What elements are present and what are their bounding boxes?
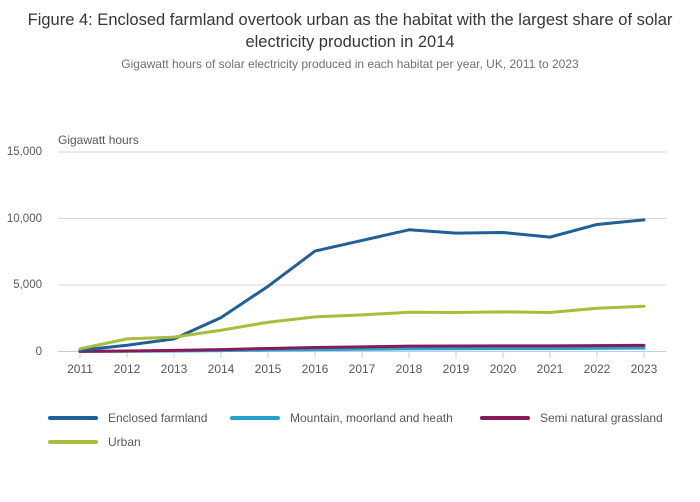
x-axis-tick-label: 2012 [113, 362, 141, 376]
legend-label: Semi natural grassland [540, 411, 663, 425]
legend-item-semi-natural-grassland: Semi natural grassland [480, 411, 663, 425]
y-axis-tick-label: 0 [35, 345, 42, 358]
x-axis-tick-label: 2023 [630, 362, 658, 376]
x-axis-tick-label: 2021 [536, 362, 564, 376]
legend-swatch-enclosed-farmland [48, 416, 98, 420]
y-axis-tick-label: 5,000 [13, 279, 42, 291]
series-line-urban [78, 304, 646, 351]
x-axis-tick-label: 2022 [583, 362, 611, 376]
legend-swatch-semi-natural-grassland [480, 416, 530, 420]
legend-swatch-urban [48, 440, 98, 444]
legend-item-mountain-moorland-and-heath: Mountain, moorland and heath [230, 411, 453, 425]
x-axis-tick-label: 2019 [442, 362, 470, 376]
legend-item-urban: Urban [48, 435, 141, 449]
x-axis-tick-label: 2014 [207, 362, 235, 376]
legend-label: Enclosed farmland [108, 411, 208, 425]
x-axis-tick-label: 2017 [348, 362, 376, 376]
x-axis-tick-label: 2018 [395, 362, 423, 376]
series-line-semi-natural-grassland [78, 343, 646, 353]
chart-subtitle: Gigawatt hours of solar electricity prod… [121, 57, 579, 71]
legend-label: Urban [108, 435, 141, 449]
legend-label: Mountain, moorland and heath [290, 411, 453, 425]
x-axis-tick-label: 2013 [160, 362, 188, 376]
legend-item-enclosed-farmland: Enclosed farmland [48, 411, 207, 425]
series-line-enclosed-farmland [78, 218, 646, 352]
y-axis-tick-label: 15,000 [6, 146, 42, 158]
chart-title: Figure 4: Enclosed farmland overtook urb… [27, 11, 673, 51]
x-axis-tick-label: 2020 [489, 362, 517, 376]
legend-swatch-mountain-moorland-and-heath [230, 416, 280, 420]
y-axis-tick-label: 10,000 [6, 212, 42, 225]
y-axis-title: Gigawatt hours [58, 133, 139, 147]
x-axis-tick-label: 2015 [254, 362, 282, 376]
x-axis-tick-label: 2016 [301, 362, 329, 376]
x-axis-tick-label: 2011 [67, 362, 93, 376]
